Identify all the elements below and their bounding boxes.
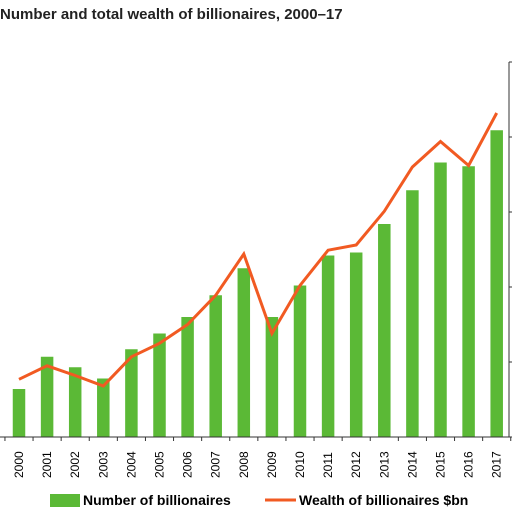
x-tick-labels: 2000 2001 2002 2003 2004 2005 2006 2007 2008 2009… <box>12 451 504 478</box>
bars-layer <box>12 130 503 437</box>
bar-2004 <box>125 349 138 437</box>
legend-label-wealth-of-billionaires: Wealth of billionaires $bn <box>299 492 468 508</box>
chart-title: Number and total wealth of billionaires,… <box>0 6 343 23</box>
x-tick-label-2013: 2013 <box>377 451 391 478</box>
bar-2003 <box>97 378 110 437</box>
legend-label-number-of-billionaires: Number of billionaires <box>83 492 231 508</box>
bar-2017 <box>490 130 503 437</box>
x-tick-label-2009: 2009 <box>265 451 279 478</box>
x-tick-label-2003: 2003 <box>96 451 110 478</box>
x-tick-label-2008: 2008 <box>237 451 251 478</box>
bar-2015 <box>434 162 447 437</box>
x-tick-label-2016: 2016 <box>462 451 476 478</box>
bar-2016 <box>462 166 475 437</box>
bar-2007 <box>209 295 222 437</box>
x-tick-label-2001: 2001 <box>40 451 54 478</box>
legend: Number of billionaires Wealth of billion… <box>50 492 468 508</box>
x-tick-label-2004: 2004 <box>124 451 138 478</box>
bar-2009 <box>265 317 279 437</box>
bar-2013 <box>378 224 391 437</box>
x-tick-label-2011: 2011 <box>321 452 335 478</box>
x-tick-label-2014: 2014 <box>405 451 419 478</box>
x-tick-label-2012: 2012 <box>349 451 363 478</box>
x-tick-label-2000: 2000 <box>12 451 26 478</box>
axes-layer <box>0 61 512 441</box>
bar-2014 <box>406 190 419 437</box>
bar-2001 <box>40 356 54 437</box>
x-tick-label-2015: 2015 <box>434 451 448 478</box>
line-wealth-of-billionaires <box>18 112 499 388</box>
x-tick-label-2005: 2005 <box>153 451 167 478</box>
x-tick-label-2017: 2017 <box>490 451 504 478</box>
x-tick-label-2006: 2006 <box>181 451 195 478</box>
x-tick-label-2007: 2007 <box>209 451 223 478</box>
bar-2012 <box>349 252 363 437</box>
bar-2005 <box>153 333 166 437</box>
bar-2006 <box>181 317 194 437</box>
line-layer <box>18 112 499 388</box>
legend-swatch-number-of-billionaires <box>50 494 80 507</box>
x-tick-label-2002: 2002 <box>68 451 82 478</box>
bar-2010 <box>293 285 307 437</box>
bar-2000 <box>12 389 26 437</box>
bar-2002 <box>68 367 82 437</box>
bar-2008 <box>237 268 251 437</box>
bar-2011 <box>321 255 335 437</box>
x-tick-label-2010: 2010 <box>293 451 307 478</box>
